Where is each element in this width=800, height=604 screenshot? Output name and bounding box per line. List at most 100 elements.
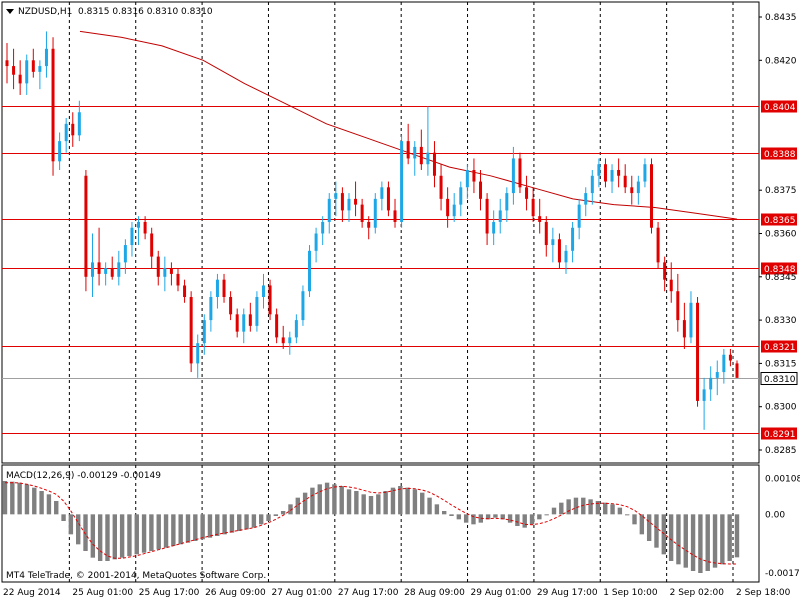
candle[interactable] — [104, 262, 108, 286]
candle[interactable] — [452, 193, 456, 222]
candle[interactable] — [334, 181, 338, 217]
candle[interactable] — [419, 129, 423, 170]
candle[interactable] — [367, 216, 371, 240]
candle[interactable] — [321, 216, 325, 246]
candle[interactable] — [709, 366, 713, 401]
candle[interactable] — [584, 187, 588, 217]
candle[interactable] — [656, 221, 660, 269]
candle[interactable] — [400, 135, 404, 228]
candle[interactable] — [492, 210, 496, 246]
candle[interactable] — [498, 198, 502, 234]
chart-menu-arrow-icon[interactable] — [6, 9, 14, 14]
candle[interactable] — [58, 132, 62, 170]
candle[interactable] — [564, 245, 568, 274]
candle[interactable] — [327, 193, 331, 234]
candle[interactable] — [137, 216, 141, 246]
candle[interactable] — [386, 181, 390, 217]
candle[interactable] — [314, 227, 318, 263]
candle[interactable] — [64, 118, 68, 153]
candle[interactable] — [169, 262, 173, 286]
candle[interactable] — [123, 239, 127, 274]
candle[interactable] — [610, 164, 614, 194]
candle[interactable] — [393, 198, 397, 228]
candle[interactable] — [623, 164, 627, 194]
candle[interactable] — [432, 141, 436, 188]
candle[interactable] — [261, 273, 265, 309]
candle[interactable] — [617, 158, 621, 188]
candle[interactable] — [472, 158, 476, 194]
candle[interactable] — [643, 158, 647, 188]
candle[interactable] — [459, 181, 463, 217]
candle[interactable] — [288, 331, 292, 355]
candle[interactable] — [255, 291, 259, 332]
candle[interactable] — [696, 297, 700, 407]
candle[interactable] — [702, 377, 706, 430]
candle[interactable] — [130, 221, 134, 257]
candle[interactable] — [51, 37, 55, 176]
candle[interactable] — [5, 42, 9, 84]
candle[interactable] — [511, 146, 515, 205]
candle[interactable] — [110, 256, 114, 280]
candle[interactable] — [571, 221, 575, 263]
candle[interactable] — [275, 308, 279, 344]
candle[interactable] — [479, 169, 483, 211]
candle[interactable] — [31, 48, 35, 78]
candle[interactable] — [340, 187, 344, 222]
candle[interactable] — [722, 348, 726, 384]
candle[interactable] — [525, 175, 529, 211]
candle[interactable] — [728, 348, 732, 367]
candle[interactable] — [196, 334, 200, 378]
candle[interactable] — [347, 193, 351, 222]
candle[interactable] — [242, 308, 246, 344]
candle[interactable] — [163, 256, 167, 292]
candle[interactable] — [518, 152, 522, 194]
candle[interactable] — [268, 279, 272, 321]
candle[interactable] — [590, 169, 594, 205]
candle[interactable] — [143, 216, 147, 240]
candle[interactable] — [209, 291, 213, 332]
candle[interactable] — [18, 60, 22, 95]
candle[interactable] — [413, 141, 417, 176]
candle[interactable] — [117, 250, 121, 286]
candle[interactable] — [281, 325, 285, 349]
candle[interactable] — [465, 164, 469, 199]
candle[interactable] — [301, 285, 305, 326]
candle[interactable] — [505, 187, 509, 222]
candle[interactable] — [248, 302, 252, 332]
candle[interactable] — [229, 291, 233, 321]
candle[interactable] — [597, 158, 601, 188]
candle[interactable] — [38, 60, 42, 90]
candle[interactable] — [715, 360, 719, 396]
candle[interactable] — [84, 169, 88, 292]
candle[interactable] — [676, 273, 680, 332]
candle[interactable] — [603, 158, 607, 188]
candle[interactable] — [235, 308, 239, 338]
candle[interactable] — [538, 198, 542, 234]
candle[interactable] — [373, 193, 377, 234]
candle[interactable] — [669, 262, 673, 303]
candle[interactable] — [439, 164, 443, 211]
candle[interactable] — [90, 233, 94, 298]
candle[interactable] — [354, 181, 358, 217]
candle[interactable] — [406, 123, 410, 165]
candle[interactable] — [551, 227, 555, 263]
candle[interactable] — [577, 198, 581, 240]
candle[interactable] — [202, 314, 206, 355]
candle[interactable] — [71, 112, 75, 147]
candle[interactable] — [97, 227, 101, 286]
candle[interactable] — [44, 31, 48, 78]
candle[interactable] — [630, 175, 634, 205]
candle[interactable] — [215, 273, 219, 309]
candle[interactable] — [557, 233, 561, 269]
candle[interactable] — [689, 291, 693, 344]
candle[interactable] — [294, 314, 298, 344]
candle[interactable] — [650, 158, 654, 234]
candle[interactable] — [156, 250, 160, 286]
candle[interactable] — [446, 187, 450, 228]
candle[interactable] — [150, 227, 154, 269]
candle[interactable] — [189, 291, 193, 373]
candle[interactable] — [426, 106, 430, 176]
candle[interactable] — [308, 245, 312, 298]
candle[interactable] — [663, 256, 667, 292]
candle[interactable] — [25, 54, 29, 95]
